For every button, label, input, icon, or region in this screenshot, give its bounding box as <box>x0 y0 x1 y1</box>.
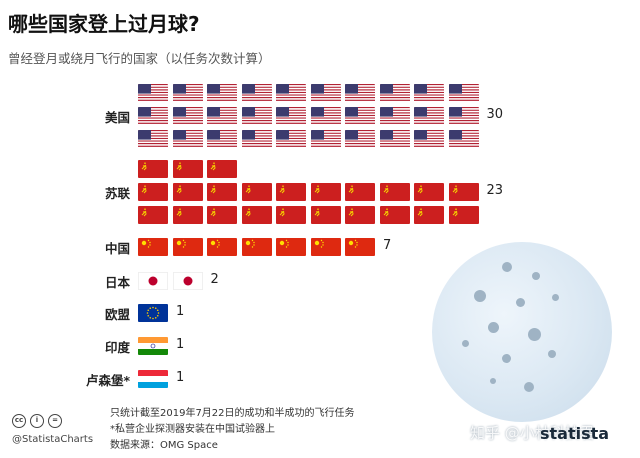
flag-mark <box>138 238 168 256</box>
flag-mark <box>276 130 306 148</box>
flag-mark <box>310 238 341 256</box>
chart-title: 哪些国家登上过月球? <box>8 12 200 36</box>
category-value: 1 <box>176 304 185 319</box>
statista-handle: @StatistaCharts <box>12 434 94 445</box>
flag-mark <box>138 130 168 148</box>
chart-subtitle: 曾经登月或绕月飞行的国家（以任务次数计算） <box>8 51 271 66</box>
flag-mark <box>379 130 410 148</box>
watermark: 知乎 @小林科技君 <box>470 424 595 442</box>
footer-source: 数据来源：OMG Space <box>110 440 218 451</box>
flag-mark <box>138 304 168 322</box>
flag-mark <box>310 107 341 125</box>
flag-mark <box>276 206 306 224</box>
footer-note-2: *私营企业探测器安装在中国试验器上 <box>110 424 275 435</box>
flag-mark <box>379 107 410 125</box>
category-value: 23 <box>486 183 504 198</box>
flag-mark <box>172 107 203 125</box>
flag-mark <box>276 238 306 256</box>
flag-mark <box>276 84 306 102</box>
flag-mark <box>414 183 444 201</box>
footer-note-1: 只统计截至2019年7月22日的成功和半成功的飞行任务 <box>110 408 355 419</box>
flag-mark <box>172 84 203 102</box>
flag-mark <box>414 84 444 102</box>
flag-mark <box>207 130 237 148</box>
flag-mark <box>241 238 272 256</box>
category-label: 中国 <box>104 241 130 256</box>
flag-mark <box>172 272 203 290</box>
flag-mark <box>276 107 306 125</box>
category-label: 苏联 <box>104 186 130 201</box>
flag-mark <box>138 160 168 178</box>
flag-mark <box>172 130 203 148</box>
flag-mark <box>241 107 272 125</box>
flag-mark <box>138 183 168 201</box>
flag-mark <box>172 160 203 178</box>
flag-mark <box>241 183 272 201</box>
flag-mark <box>414 107 444 125</box>
category-value: 2 <box>210 272 219 287</box>
flag-mark <box>172 206 203 224</box>
flag-mark <box>207 84 237 102</box>
flag-mark <box>379 206 410 224</box>
flag-mark <box>414 206 444 224</box>
flag-mark <box>448 206 479 224</box>
flag-mark <box>310 130 341 148</box>
category-label: 欧盟 <box>104 307 130 322</box>
moon-illustration <box>432 242 612 422</box>
statista-logo: statista <box>540 424 610 443</box>
flag-mark <box>207 160 237 178</box>
category-label: 印度 <box>104 340 130 355</box>
license-icons: cc i = <box>12 414 62 428</box>
flag-mark <box>448 107 479 125</box>
flag-mark <box>138 272 168 290</box>
category-label: 美国 <box>104 110 130 125</box>
flag-mark <box>345 206 375 224</box>
flag-mark <box>345 238 375 256</box>
flag-mark <box>138 206 168 224</box>
flag-mark <box>241 84 272 102</box>
category-value: 30 <box>486 107 504 122</box>
flag-mark <box>345 107 375 125</box>
flag-mark <box>448 183 479 201</box>
flag-mark <box>414 130 444 148</box>
cc-icon: cc <box>12 414 26 428</box>
flag-mark <box>310 206 341 224</box>
flag-mark <box>310 183 341 201</box>
flag-mark <box>138 107 168 125</box>
flag-mark <box>379 183 410 201</box>
flag-mark <box>310 84 341 102</box>
flag-mark <box>138 84 168 102</box>
flag-mark <box>276 183 306 201</box>
category-label: 卢森堡* <box>85 373 130 388</box>
by-icon: i <box>30 414 44 428</box>
flag-mark <box>345 84 375 102</box>
category-value: 1 <box>176 370 185 385</box>
flag-mark <box>207 107 237 125</box>
flag-mark <box>241 130 272 148</box>
flag-mark <box>207 238 237 256</box>
flag-mark <box>241 206 272 224</box>
equals-icon: = <box>48 414 62 428</box>
flag-mark <box>448 84 479 102</box>
flag-mark <box>379 84 410 102</box>
flag-mark <box>138 370 168 388</box>
flag-mark <box>345 130 375 148</box>
flag-mark <box>172 183 203 201</box>
flag-mark <box>345 183 375 201</box>
flag-mark <box>207 206 237 224</box>
category-value: 1 <box>176 337 185 352</box>
category-value: 7 <box>383 238 392 253</box>
flag-mark <box>172 238 203 256</box>
flag-mark <box>207 183 237 201</box>
footer-notes: 只统计截至2019年7月22日的成功和半成功的飞行任务 *私营企业探测器安装在中… <box>110 406 355 454</box>
category-label: 日本 <box>104 275 130 290</box>
flag-mark <box>138 337 168 355</box>
flag-mark <box>448 130 479 148</box>
